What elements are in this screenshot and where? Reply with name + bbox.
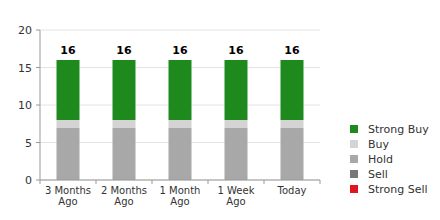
- x-axis: [40, 180, 320, 181]
- legend-swatch: [350, 125, 358, 133]
- bar-segment: [281, 128, 304, 181]
- legend-swatch: [350, 140, 358, 148]
- legend-swatch: [350, 155, 358, 163]
- label-line: 1 Week: [218, 185, 255, 196]
- x-tick-label: 1 WeekAgo: [218, 185, 255, 207]
- x-tick: [320, 180, 321, 184]
- legend-swatch: [350, 170, 358, 178]
- y-tick-label: 10: [18, 99, 32, 112]
- bar-segment: [169, 120, 192, 128]
- bar-segment: [225, 120, 248, 128]
- bar-segment: [113, 60, 136, 120]
- grid-line: [40, 180, 320, 181]
- legend-label: Strong Sell: [368, 183, 428, 196]
- legend-label: Sell: [368, 168, 388, 181]
- y-tick: [36, 30, 40, 31]
- label-line: Ago: [226, 196, 245, 207]
- total-label: 16: [60, 44, 76, 57]
- legend-label: Buy: [368, 138, 390, 151]
- label-line: 3 Months: [45, 185, 91, 196]
- bar-segment: [225, 60, 248, 120]
- bar-segment: [169, 60, 192, 120]
- chart: 0510152016161616163 MonthsAgo2 MonthsAgo…: [0, 0, 440, 220]
- total-label: 16: [284, 44, 300, 57]
- y-tick-label: 20: [18, 24, 32, 37]
- bar-segment: [57, 60, 80, 120]
- label-line: Ago: [58, 196, 77, 207]
- total-label: 16: [116, 44, 132, 57]
- x-tick-label: Today: [277, 185, 307, 196]
- bar-segment: [57, 120, 80, 128]
- bar-segment: [281, 120, 304, 128]
- bar-segment: [225, 128, 248, 181]
- label-line: Ago: [170, 196, 189, 207]
- x-tick-label: 1 MonthAgo: [160, 185, 201, 207]
- y-tick-label: 5: [25, 137, 32, 150]
- x-tick: [264, 180, 265, 184]
- bar-segment: [113, 128, 136, 181]
- label-line: Ago: [114, 196, 133, 207]
- y-tick-label: 15: [18, 62, 32, 75]
- y-axis: [40, 30, 41, 180]
- label-line: Today: [277, 185, 307, 196]
- bar-segment: [113, 120, 136, 128]
- total-label: 16: [228, 44, 244, 57]
- x-tick: [208, 180, 209, 184]
- y-tick: [36, 142, 40, 143]
- y-tick: [36, 180, 40, 181]
- total-label: 16: [172, 44, 188, 57]
- x-tick: [40, 180, 41, 184]
- x-tick-label: 2 MonthsAgo: [101, 185, 147, 207]
- y-tick: [36, 67, 40, 68]
- legend-swatch: [350, 185, 358, 193]
- label-line: 2 Months: [101, 185, 147, 196]
- legend-label: Hold: [368, 153, 393, 166]
- bars: [57, 60, 304, 180]
- label-line: 1 Month: [160, 185, 201, 196]
- bar-segment: [281, 60, 304, 120]
- grid-line: [40, 30, 320, 31]
- x-tick: [96, 180, 97, 184]
- x-tick-label: 3 MonthsAgo: [45, 185, 91, 207]
- x-tick: [152, 180, 153, 184]
- legend-label: Strong Buy: [368, 123, 429, 136]
- y-tick-label: 0: [25, 174, 32, 187]
- y-tick: [36, 105, 40, 106]
- bar-segment: [169, 128, 192, 181]
- bar-segment: [57, 128, 80, 181]
